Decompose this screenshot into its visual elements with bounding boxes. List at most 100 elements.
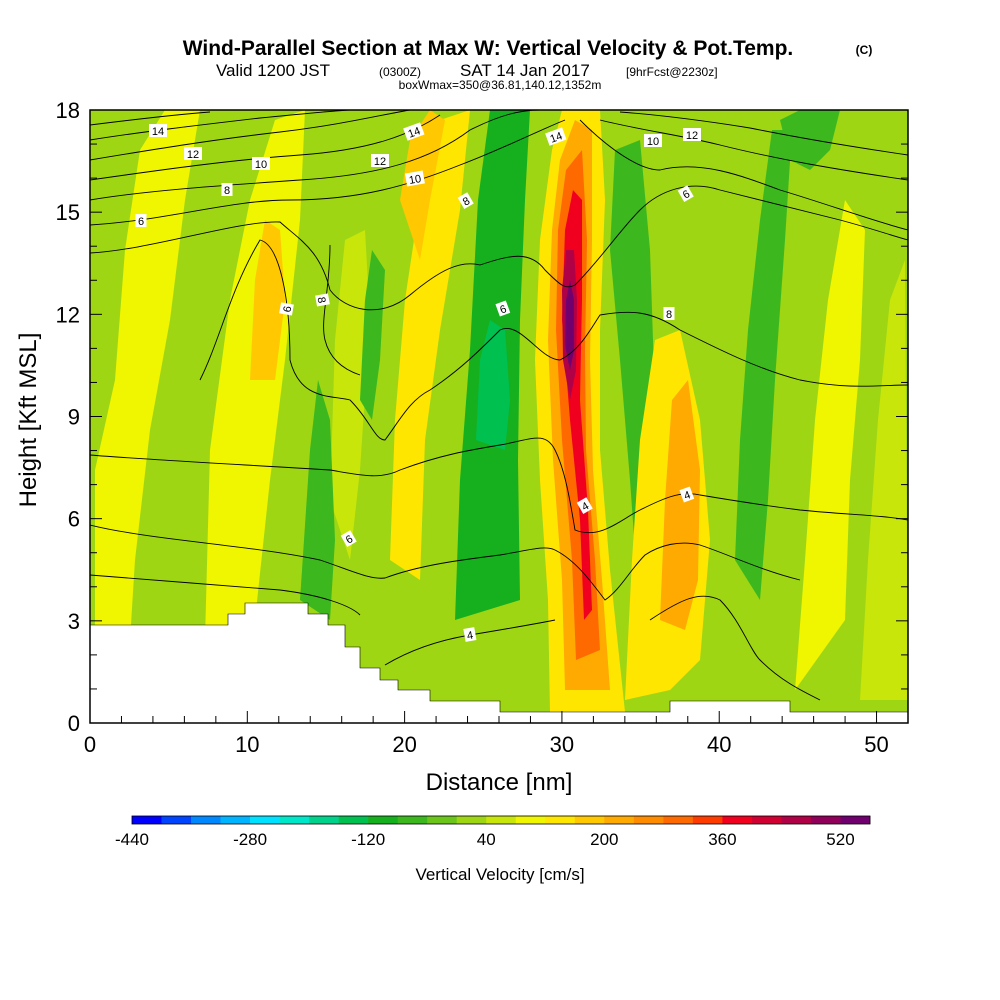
contour-label-bg [371, 154, 389, 167]
contour-label: 14 [149, 124, 167, 138]
x-tick-label: 30 [550, 732, 574, 757]
colorbar-tick-label: 40 [477, 830, 496, 849]
contour-label-bg [404, 170, 425, 187]
colorbar-swatch [751, 816, 782, 824]
y-axis-label: Height [Kft MSL] [15, 333, 42, 508]
y-axis: 0 3 6 9 12 15 18 [56, 98, 908, 736]
subtitle-valid: Valid 1200 JST [216, 61, 330, 80]
y-tick-label: 3 [68, 609, 80, 634]
y-tick-label: 12 [56, 302, 80, 327]
contour-label: 6 [279, 302, 295, 316]
y-tick-label: 0 [68, 711, 80, 736]
colorbar-tick-label: -440 [115, 830, 149, 849]
velocity-band [860, 260, 908, 700]
contour-labels: 14 12 10 8 6 14 12 10 8 6 14 12 10 8 6 6 8 6 4 4 4 [135, 122, 701, 643]
y-tick-label: 18 [56, 98, 80, 123]
theta-contour [90, 110, 541, 201]
x-tick-label: 50 [864, 732, 888, 757]
contour-label-text: 12 [187, 149, 199, 161]
contour-label: 10 [252, 157, 270, 171]
theta-contour [199, 239, 908, 441]
contour-label-text: 4 [580, 500, 591, 513]
colorbar-swatch [545, 816, 576, 824]
theta-contour [90, 524, 801, 601]
velocity-band [360, 250, 385, 420]
contour-label-bg [576, 497, 593, 514]
y-tick-label: 15 [56, 200, 80, 225]
contour-label: 12 [184, 147, 202, 161]
contour-label-text: 12 [374, 156, 386, 168]
x-tick-label: 20 [392, 732, 416, 757]
contour-label: 10 [404, 170, 425, 187]
colorbar-frame [131, 815, 871, 825]
contour-label-text: 8 [315, 296, 328, 304]
theta-contour [90, 437, 908, 534]
colorbar-swatch [781, 816, 812, 824]
contour-label-text: 4 [466, 630, 474, 643]
contour-label: 12 [371, 154, 389, 168]
colorbar-swatch [338, 816, 369, 824]
colorbar-swatch [309, 816, 339, 824]
colorbar-swatch [191, 816, 221, 824]
contour-label-bg [149, 124, 167, 137]
contour-label: 8 [457, 192, 474, 209]
theta-contour [90, 185, 908, 311]
contour-label: 6 [677, 185, 694, 202]
theta-contour [90, 110, 351, 141]
contour-label-bg [184, 147, 202, 160]
colorbar-tick-label: -120 [351, 830, 385, 849]
velocity-field [95, 110, 908, 720]
contour-label-bg [545, 127, 567, 146]
contour-label-bg [495, 300, 511, 317]
contour-label-text: 6 [282, 305, 295, 313]
contour-label-text: 6 [344, 533, 355, 546]
subtitle-utc: (0300Z) [379, 65, 421, 79]
contour-label: 8 [221, 183, 233, 197]
x-tick-label: 10 [235, 732, 259, 757]
contour-label-text: 8 [461, 195, 472, 208]
contour-label: 8 [315, 293, 330, 307]
colorbar-swatch [161, 816, 192, 824]
contour-label-text: 10 [647, 136, 659, 148]
chart-title-mark: (C) [856, 43, 873, 57]
contour-label-text: 6 [138, 216, 144, 228]
contour-label: 4 [576, 497, 593, 514]
colorbar-swatch [397, 816, 428, 824]
colorbar-swatch [427, 816, 458, 824]
theta-contour [90, 110, 411, 161]
x-tick-label: 40 [707, 732, 731, 757]
contour-label: 8 [663, 307, 675, 321]
contour-label: 10 [644, 134, 662, 148]
colorbar-swatch [132, 816, 162, 824]
subtitle-fcst: [9hrFcst@2230z] [626, 65, 718, 79]
colorbar-swatch [250, 816, 280, 824]
contour-label-bg [221, 183, 233, 196]
colorbar-swatch [604, 816, 635, 824]
contour-label-bg [683, 128, 701, 141]
colorbar-tick-label: 360 [708, 830, 736, 849]
colorbar-tick-label: -280 [233, 830, 267, 849]
contour-label-bg [677, 185, 694, 202]
potential-temperature-contours [90, 110, 908, 701]
contour-label-text: 14 [152, 126, 164, 138]
x-axis-label: Distance [nm] [426, 769, 573, 796]
contour-label-text: 12 [686, 130, 698, 142]
contour-label: 6 [340, 530, 357, 547]
contour-label-text: 10 [408, 173, 422, 187]
colorbar-label: Vertical Velocity [cm/s] [415, 865, 584, 884]
colorbar-swatch [220, 816, 251, 824]
contour-label-text: 6 [681, 188, 692, 201]
velocity-band [735, 130, 792, 600]
plot-area: 14 12 10 8 6 14 12 10 8 6 14 12 10 8 6 6 8 6 4 4 4 [90, 110, 908, 723]
velocity-band [795, 200, 865, 690]
velocity-band [476, 320, 510, 450]
colorbar-swatch [486, 816, 517, 824]
y-tick-label: 6 [68, 507, 80, 532]
contour-label: 4 [679, 486, 695, 503]
theta-contour [90, 119, 566, 226]
contour-label-text: 10 [255, 159, 267, 171]
velocity-band [250, 220, 285, 380]
theta-contour [599, 119, 908, 181]
contour-label-bg [644, 134, 662, 147]
